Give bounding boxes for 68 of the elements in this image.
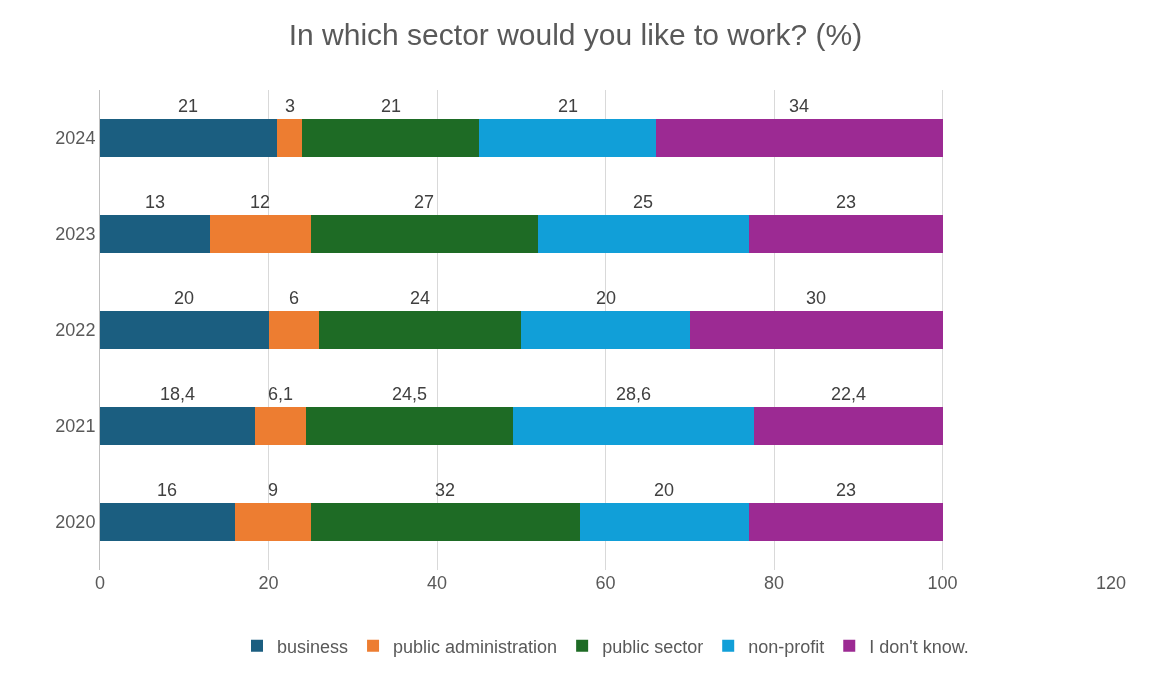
- x-tick-label: 80: [763, 573, 785, 593]
- bar: [689, 310, 943, 350]
- bar: [319, 310, 522, 350]
- data-label: 13: [145, 192, 166, 212]
- bar: [310, 502, 581, 542]
- data-label: 9: [268, 480, 279, 500]
- data-label: 12: [250, 192, 271, 212]
- bar: [100, 214, 210, 254]
- y-tick-label: 2022: [55, 320, 96, 341]
- bar: [306, 406, 513, 446]
- data-label: 20: [174, 288, 195, 308]
- bar: [580, 502, 749, 542]
- bar: [100, 406, 256, 446]
- data-label: 22,4: [831, 384, 867, 404]
- data-label: 20: [654, 480, 675, 500]
- data-label: 6: [289, 288, 300, 308]
- y-tick-label: 2023: [55, 224, 96, 245]
- y-tick-label: 2024: [55, 128, 96, 149]
- data-label: 23: [836, 192, 857, 212]
- bar: [234, 502, 311, 542]
- bar: [753, 406, 943, 446]
- bar: [100, 310, 269, 350]
- data-label: 34: [789, 96, 810, 116]
- y-tick-label: 2020: [55, 512, 96, 533]
- bar: [538, 214, 749, 254]
- bar: [255, 406, 307, 446]
- data-label: 18,4: [160, 384, 196, 404]
- y-tick-label: 2021: [55, 416, 96, 437]
- data-label: 27: [414, 192, 435, 212]
- data-label: 25: [633, 192, 654, 212]
- legend-label: business: [277, 636, 349, 657]
- bar: [310, 214, 539, 254]
- legend-label: non-profit: [748, 636, 825, 657]
- bar: [748, 214, 943, 254]
- data-label: 24: [410, 288, 431, 308]
- data-label: 30: [806, 288, 827, 308]
- data-label: 21: [558, 96, 579, 116]
- data-label: 6,1: [268, 384, 294, 404]
- x-tick-label: 100: [927, 573, 958, 593]
- x-tick-label: 120: [1095, 573, 1127, 593]
- data-label: 32: [435, 480, 456, 500]
- data-label: 28,6: [616, 384, 652, 404]
- x-tick-label: 20: [258, 573, 279, 593]
- bar: [100, 502, 235, 542]
- bar: [512, 406, 754, 446]
- bar: [656, 118, 943, 158]
- chart-title: In which sector would you like to work? (%): [288, 17, 863, 51]
- bar: [268, 310, 320, 350]
- bar: [276, 118, 303, 158]
- data-label: 20: [596, 288, 617, 308]
- bar: [100, 118, 277, 158]
- bar: [479, 118, 657, 158]
- legend-label: public administration: [393, 636, 558, 657]
- bar: [302, 118, 480, 158]
- legend-label: public sector: [602, 636, 704, 657]
- bar: [748, 502, 943, 542]
- data-label: 24,5: [392, 384, 428, 404]
- x-tick-label: 40: [426, 573, 448, 593]
- data-label: 16: [157, 480, 178, 500]
- x-tick-label: 60: [595, 573, 616, 593]
- legend-label: I don't know.: [869, 636, 969, 657]
- bar: [521, 310, 690, 350]
- data-label: 21: [178, 96, 199, 116]
- x-tick-label: 0: [94, 573, 106, 593]
- data-label: 3: [285, 96, 296, 116]
- data-label: 21: [381, 96, 402, 116]
- bar: [209, 214, 311, 254]
- data-label: 23: [836, 480, 857, 500]
